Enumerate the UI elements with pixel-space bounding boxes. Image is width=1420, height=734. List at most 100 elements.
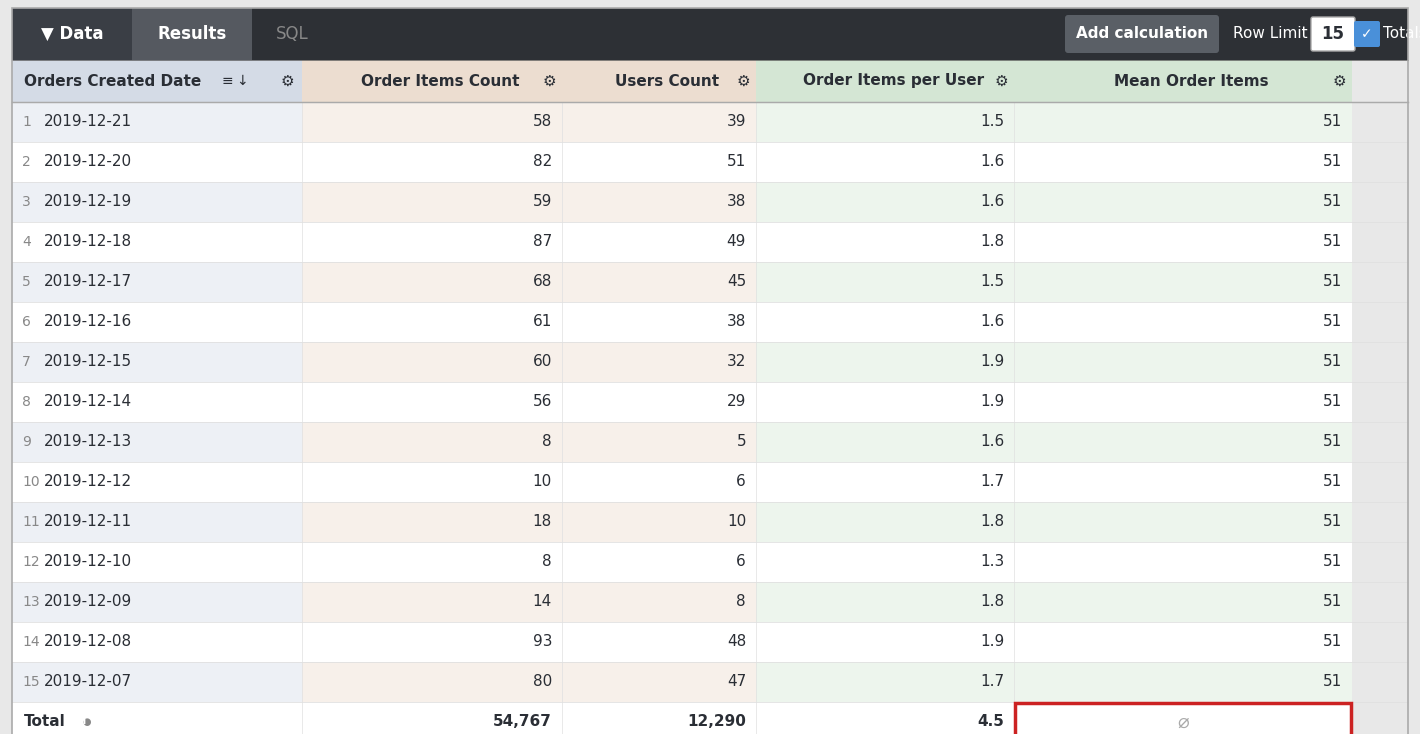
Bar — [11, 622, 302, 662]
Text: 51: 51 — [1323, 355, 1342, 369]
Text: 51: 51 — [1323, 554, 1342, 570]
Text: 15: 15 — [21, 675, 40, 689]
Text: Totals: Totals — [1383, 26, 1420, 42]
Text: 7: 7 — [21, 355, 31, 369]
Bar — [1014, 702, 1352, 734]
Text: 10: 10 — [21, 475, 40, 489]
Bar — [755, 102, 1014, 142]
Bar — [11, 582, 302, 622]
Text: 51: 51 — [1323, 675, 1342, 689]
Text: 6: 6 — [737, 554, 746, 570]
Text: 1.3: 1.3 — [980, 554, 1004, 570]
Bar — [11, 8, 132, 60]
Bar — [1014, 142, 1352, 182]
Text: 4: 4 — [21, 235, 31, 249]
Bar — [302, 502, 562, 542]
Bar — [11, 502, 302, 542]
Bar — [302, 542, 562, 582]
Text: 87: 87 — [532, 234, 552, 250]
Bar — [11, 662, 302, 702]
Bar — [302, 702, 562, 734]
Text: 38: 38 — [727, 195, 746, 209]
Text: 51: 51 — [1323, 115, 1342, 129]
Bar — [11, 382, 302, 422]
Text: 58: 58 — [532, 115, 552, 129]
Bar — [302, 462, 562, 502]
Text: 1.8: 1.8 — [980, 234, 1004, 250]
Bar — [562, 342, 755, 382]
Bar — [1014, 462, 1352, 502]
Bar — [755, 60, 1014, 102]
Bar — [755, 422, 1014, 462]
Text: 2019-12-18: 2019-12-18 — [44, 234, 132, 250]
Text: 2019-12-16: 2019-12-16 — [44, 314, 132, 330]
Text: 8: 8 — [737, 595, 746, 609]
Bar — [302, 222, 562, 262]
Bar — [1014, 702, 1352, 734]
Bar — [1014, 102, 1352, 142]
Bar — [562, 222, 755, 262]
Bar — [1014, 422, 1352, 462]
Bar — [755, 342, 1014, 382]
Bar — [1014, 342, 1352, 382]
Text: ⚙: ⚙ — [994, 73, 1008, 89]
Bar — [302, 342, 562, 382]
Text: ⚙: ⚙ — [542, 73, 557, 89]
Bar — [11, 222, 302, 262]
Text: 1.5: 1.5 — [980, 115, 1004, 129]
Bar — [562, 542, 755, 582]
Bar — [755, 662, 1014, 702]
Text: 48: 48 — [727, 634, 746, 650]
Text: ▼ Data: ▼ Data — [41, 25, 104, 43]
Bar — [302, 302, 562, 342]
Bar — [755, 622, 1014, 662]
Bar — [1014, 582, 1352, 622]
Text: 5: 5 — [737, 435, 746, 449]
Bar — [302, 262, 562, 302]
Text: 2019-12-11: 2019-12-11 — [44, 515, 132, 529]
Text: Total: Total — [24, 714, 65, 730]
Text: 61: 61 — [532, 314, 552, 330]
Bar — [562, 302, 755, 342]
Text: Mean Order Items: Mean Order Items — [1113, 73, 1268, 89]
Text: ⚙: ⚙ — [1332, 73, 1346, 89]
Text: 18: 18 — [532, 515, 552, 529]
Bar — [132, 8, 251, 60]
Text: ⚙: ⚙ — [737, 73, 750, 89]
Text: 38: 38 — [727, 314, 746, 330]
Text: 1.9: 1.9 — [980, 355, 1004, 369]
Bar — [1014, 382, 1352, 422]
Bar — [11, 462, 302, 502]
Text: 1.9: 1.9 — [980, 634, 1004, 650]
Text: 2019-12-17: 2019-12-17 — [44, 275, 132, 289]
Text: Orders Created Date: Orders Created Date — [24, 73, 202, 89]
Bar — [302, 582, 562, 622]
Text: 2019-12-12: 2019-12-12 — [44, 474, 132, 490]
Bar — [755, 542, 1014, 582]
Text: 13: 13 — [21, 595, 40, 609]
Bar — [302, 662, 562, 702]
Bar — [562, 422, 755, 462]
Bar — [562, 622, 755, 662]
Text: 2019-12-21: 2019-12-21 — [44, 115, 132, 129]
Text: 2019-12-10: 2019-12-10 — [44, 554, 132, 570]
Text: 12: 12 — [21, 555, 40, 569]
Bar — [302, 422, 562, 462]
Text: 51: 51 — [1323, 154, 1342, 170]
Bar — [11, 142, 302, 182]
Text: Users Count: Users Count — [615, 73, 719, 89]
Text: 8: 8 — [542, 435, 552, 449]
Text: 39: 39 — [727, 115, 746, 129]
Bar — [755, 182, 1014, 222]
Bar — [302, 382, 562, 422]
Bar — [302, 622, 562, 662]
Text: ●: ● — [82, 717, 91, 727]
Bar — [562, 142, 755, 182]
Text: 14: 14 — [21, 635, 40, 649]
Bar — [1014, 302, 1352, 342]
Bar — [562, 662, 755, 702]
Text: 51: 51 — [1323, 314, 1342, 330]
Text: 2019-12-20: 2019-12-20 — [44, 154, 132, 170]
Bar — [562, 702, 755, 734]
Text: 1.6: 1.6 — [980, 154, 1004, 170]
